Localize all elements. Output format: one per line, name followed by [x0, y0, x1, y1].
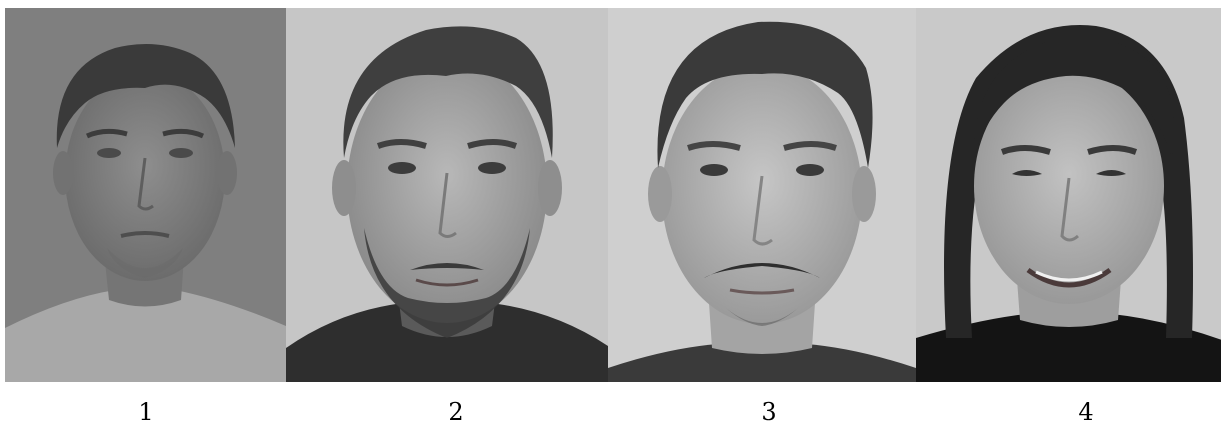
caption-4: 4	[1078, 398, 1094, 426]
caption-3: 3	[761, 398, 777, 426]
face-photo-3	[608, 8, 916, 382]
face-photo-2	[286, 8, 608, 382]
face-photo-1	[5, 8, 286, 382]
face-photo-4	[916, 8, 1221, 382]
caption-1: 1	[138, 398, 154, 426]
caption-2: 2	[448, 398, 464, 426]
